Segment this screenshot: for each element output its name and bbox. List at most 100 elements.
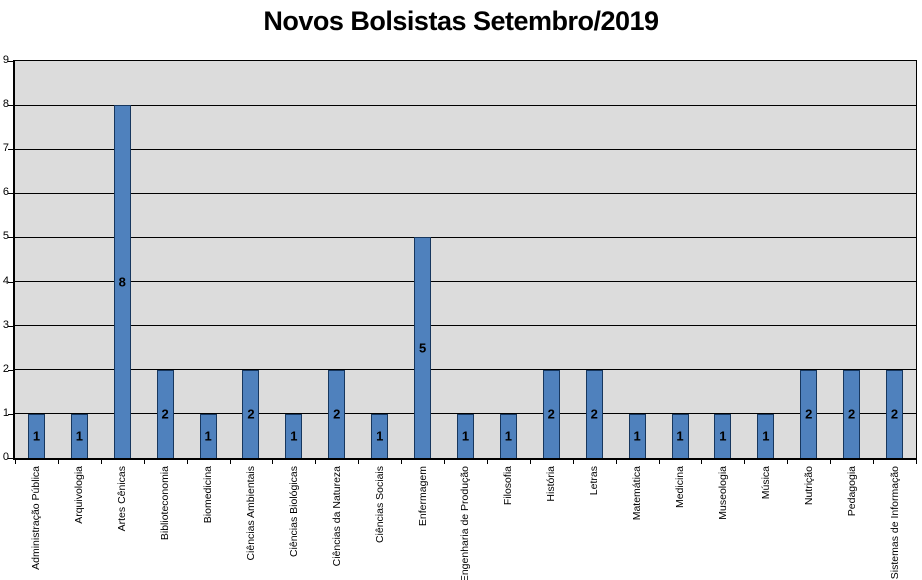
gridline — [15, 104, 916, 106]
gridline — [15, 369, 916, 371]
x-axis-label: Pedagogia — [845, 466, 858, 517]
x-axis-label-cell: Pedagogia — [830, 466, 873, 580]
y-axis-tick-label: 5 — [2, 230, 9, 243]
x-axis-tick-mark — [57, 460, 59, 464]
y-axis-tick-label: 4 — [2, 274, 9, 287]
bar-value-label: 1 — [504, 428, 512, 444]
bar-value-label: 2 — [890, 406, 899, 422]
x-axis-tick-mark — [186, 460, 188, 464]
x-axis-label-cell: Administração Pública — [15, 466, 58, 580]
y-axis-tick-mark — [8, 149, 13, 151]
x-axis-label: Museologia — [716, 466, 729, 520]
x-axis-tick-mark — [486, 460, 488, 464]
x-axis-label: Ciências Ambientais — [244, 466, 257, 561]
x-axis-label-cell: Nutrição — [787, 466, 830, 580]
x-axis-label-cell: Música — [744, 466, 787, 580]
x-axis-label: Ciências da Natureza — [330, 466, 343, 567]
x-axis-tick-mark — [787, 460, 789, 464]
x-axis-label: Biomedicina — [202, 466, 215, 524]
gridline — [15, 148, 916, 150]
bar: 1 — [714, 413, 732, 458]
x-axis-label: Nutrição — [802, 466, 815, 506]
plot-area: 1 1 8 2 1 2 1 2 1 5 1 1 2 2 1 1 1 1 2 2 2 — [13, 60, 917, 460]
x-axis-label: Letras — [588, 466, 601, 496]
x-axis-tick-mark — [572, 460, 574, 464]
bar-value-label: 1 — [676, 428, 684, 444]
bar: 2 — [542, 369, 560, 458]
x-axis-tick-mark — [229, 460, 231, 464]
gridline — [15, 236, 916, 238]
y-axis-tick-mark — [8, 237, 13, 239]
x-axis-label-cell: Ciências Sociais — [358, 466, 401, 580]
bar-value-label: 1 — [75, 428, 83, 444]
bar-value-label: 1 — [633, 428, 641, 444]
x-axis-tick-mark — [401, 460, 403, 464]
bar: 2 — [585, 369, 603, 458]
bar: 2 — [242, 369, 260, 458]
x-axis-label-cell: Sistemas de Informação — [873, 466, 916, 580]
x-axis-label-cell: Museologia — [701, 466, 744, 580]
bar-value-label: 1 — [461, 428, 470, 444]
y-axis-tick-mark — [8, 458, 13, 459]
x-axis-tick-mark — [873, 460, 875, 464]
bar: 2 — [886, 369, 904, 458]
bar: 1 — [499, 413, 517, 458]
bar-value-label: 8 — [118, 274, 126, 290]
x-axis-label-cell: História — [530, 466, 573, 580]
gridline — [15, 281, 916, 283]
x-axis-label: Administração Pública — [30, 466, 43, 570]
x-axis-label-cell: Arquivologia — [58, 466, 101, 580]
x-axis-label: Biblioteconomia — [159, 466, 172, 541]
x-axis-tick-mark — [100, 460, 102, 464]
bar: 1 — [457, 413, 474, 458]
x-axis-label-cell: Matemática — [616, 466, 659, 580]
bar-value-label: 5 — [418, 340, 427, 356]
bar: 1 — [70, 413, 88, 458]
y-axis-tick-label: 3 — [2, 318, 9, 331]
x-axis-tick-mark — [615, 460, 617, 464]
y-axis-tick-mark — [8, 325, 13, 327]
y-axis-tick-label: 9 — [2, 54, 9, 66]
x-axis-label: Música — [759, 466, 772, 500]
y-axis-tick-label: 7 — [2, 142, 9, 155]
bar-value-label: 1 — [290, 428, 298, 444]
x-axis-label: Ciências Biológicas — [287, 466, 300, 558]
x-axis-label-cell: Biblioteconomia — [144, 466, 187, 580]
y-axis-tick-label: 0 — [2, 451, 9, 463]
bar: 2 — [328, 369, 346, 458]
bar-value-label: 1 — [719, 428, 727, 444]
x-axis-tick-mark — [529, 460, 531, 464]
y-axis-tick-label: 8 — [2, 98, 9, 111]
x-axis-tick-mark — [315, 460, 317, 464]
x-axis-label-cell: Enfermagem — [401, 466, 444, 580]
gridline — [15, 325, 916, 327]
bar: 1 — [757, 413, 775, 458]
x-axis-tick-mark — [15, 460, 16, 464]
bar: 2 — [800, 369, 818, 458]
x-axis-label-cell: Ciências Ambientais — [230, 466, 273, 580]
y-axis-tick-mark — [8, 193, 13, 195]
x-axis-tick-mark — [830, 460, 832, 464]
x-axis-label-cell: Artes Cênicas — [101, 466, 144, 580]
x-axis-label: Ciências Sociais — [373, 466, 386, 544]
x-axis-tick-mark — [358, 460, 360, 464]
x-axis-label-cell: Medicina — [659, 466, 702, 580]
y-axis-tick-label: 1 — [2, 406, 9, 419]
x-axis-label: Medicina — [674, 466, 686, 509]
bar: 1 — [628, 413, 646, 458]
x-axis-label-cell: Ciências Biológicas — [272, 466, 315, 580]
bar-value-label: 1 — [204, 428, 212, 444]
x-axis-label: Enfermagem — [416, 466, 429, 527]
bar: 1 — [199, 413, 217, 458]
y-axis-tick-mark — [8, 369, 13, 371]
x-axis-label-cell: Filosofia — [487, 466, 530, 580]
y-axis-tick-label: 6 — [2, 186, 9, 199]
bar-value-label: 2 — [848, 406, 856, 422]
bar-value-label: 2 — [161, 406, 169, 422]
x-axis-tick-mark — [444, 460, 446, 464]
x-axis-label: Sistemas de Informação — [888, 466, 901, 580]
bar: 8 — [113, 105, 131, 458]
y-axis-tick-mark — [8, 61, 13, 62]
bar-value-label: 2 — [547, 406, 555, 422]
